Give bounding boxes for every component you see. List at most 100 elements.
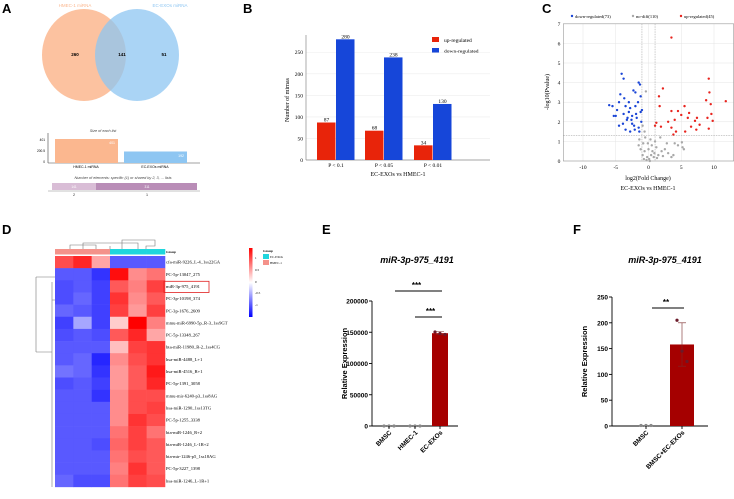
d-heatmap-cell <box>91 462 111 475</box>
d-heatmap-cell <box>128 353 147 366</box>
c-point <box>689 125 693 128</box>
c-point <box>650 144 653 147</box>
d-heatmap-cell <box>55 377 74 390</box>
panel-label-e: E <box>322 222 331 237</box>
c-point <box>652 155 655 159</box>
d-heatmap-cell <box>73 280 92 293</box>
panelF-ytick: 100 <box>597 372 608 379</box>
shared-value-2: 141 <box>71 185 77 189</box>
c-legend-label: up-regulated(45) <box>684 14 715 19</box>
panelF-ytick: 0 <box>604 424 608 431</box>
size-ytick: 0 <box>43 160 45 164</box>
c-point <box>686 116 689 120</box>
c-point <box>674 130 678 133</box>
d-heatmap-cell <box>109 474 129 488</box>
c-point <box>638 138 641 141</box>
c-point <box>622 77 625 80</box>
d-row-dendrogram <box>35 276 55 487</box>
panel-label-d: D <box>2 222 11 237</box>
c-point <box>639 110 642 114</box>
d-heatmap-cell <box>146 268 166 281</box>
c-point <box>619 93 622 96</box>
c-point <box>706 116 709 120</box>
d-heatmap-cell <box>55 438 74 451</box>
panelE-ytick: 200000 <box>346 299 368 306</box>
d-heatmap-cell <box>73 462 92 475</box>
c-point <box>673 142 676 145</box>
panelE-ylabel: Relative Expression <box>340 327 349 399</box>
c-point <box>615 108 619 112</box>
c-point <box>632 89 635 92</box>
c-point <box>646 142 650 145</box>
d-heatmap-cell <box>146 438 166 451</box>
panelE-significance-label: *** <box>426 307 436 316</box>
d-row-label: hsa-miR-1290_1ss13TG <box>166 405 212 410</box>
panelE-ytick: 0 <box>364 424 368 431</box>
c-ylabel: -log10(Pvalue) <box>544 74 551 110</box>
c-legend-marker <box>679 14 683 18</box>
c-point <box>666 151 670 155</box>
c-point <box>659 136 662 139</box>
size-value-ecexos: 192 <box>178 154 184 158</box>
d-heatmap-cell <box>109 438 129 451</box>
d-heatmap-cell <box>55 401 74 415</box>
b-xtick: P < 0.01 <box>424 163 443 169</box>
b-legend-swatch-down <box>432 48 439 53</box>
d-heatmap-cell <box>128 389 147 403</box>
c-point <box>653 151 656 155</box>
c-point <box>640 120 643 124</box>
d-heatmap-cell <box>91 377 111 390</box>
d-scale-tick: 0.5 <box>255 268 259 272</box>
venn-label-hmec: HMEC-1 miRNA <box>59 3 92 8</box>
b-bar-up <box>365 130 384 160</box>
d-heatmap-cell <box>73 292 92 305</box>
c-xlabel2: EC-EXOs vs HMEC-1 <box>621 186 676 192</box>
d-heatmap-cell <box>128 280 147 293</box>
d-heatmap-cell <box>109 413 129 427</box>
d-heatmap-cell <box>128 474 147 488</box>
size-ytick: 200.5 <box>37 149 45 153</box>
d-heatmap-cell <box>146 401 166 415</box>
c-ytick: 5 <box>558 61 561 67</box>
c-point <box>630 114 634 118</box>
d-row-label: PC-5p-3227_1398 <box>166 466 201 471</box>
b-ytick: 250 <box>295 50 304 56</box>
d-heatmap-cell <box>73 316 92 330</box>
d-row-label: PC-5p-1255_3338 <box>166 418 201 423</box>
d-heatmap-cell <box>128 328 147 342</box>
b-legend-up: up-regulated <box>444 38 472 44</box>
d-group-bar <box>55 249 74 255</box>
c-point <box>683 104 686 108</box>
d-heatmap-cell <box>91 365 111 378</box>
d-heatmap-cell <box>91 316 111 330</box>
panelF-data-point <box>644 423 648 428</box>
size-bar-ecexos <box>124 151 187 163</box>
d-group-label: Group <box>166 250 176 254</box>
c-point <box>621 122 625 125</box>
c-point <box>653 124 657 127</box>
c-point <box>634 112 638 116</box>
d-row-label: cfa-miR-9226_L-4_1ss22GA <box>166 260 221 265</box>
c-point <box>663 148 667 151</box>
d-heatmap-cell <box>146 413 166 427</box>
d-row-label: bta-miR-1246_R+2 <box>166 430 203 435</box>
c-point <box>612 114 615 118</box>
c-point <box>639 95 642 98</box>
d-heatmap-cell <box>55 280 74 293</box>
c-point <box>670 109 673 113</box>
panel-label-b: B <box>243 1 252 16</box>
c-point <box>627 101 631 104</box>
c-xtick: 5 <box>680 165 683 171</box>
c-point <box>637 81 640 84</box>
d-heatmap-cell <box>91 353 111 366</box>
d-heatmap-cell <box>146 328 166 342</box>
size-value-hmec: 401 <box>109 141 115 145</box>
d-heatmap-cell <box>91 292 111 305</box>
d-heatmap-cell <box>146 341 166 354</box>
c-point <box>647 148 650 151</box>
c-point <box>624 104 627 108</box>
shared-value-1: 311 <box>144 185 149 189</box>
c-point <box>661 154 665 158</box>
d-heatmap-cell <box>128 292 147 305</box>
d-heatmap-cell <box>73 474 92 488</box>
